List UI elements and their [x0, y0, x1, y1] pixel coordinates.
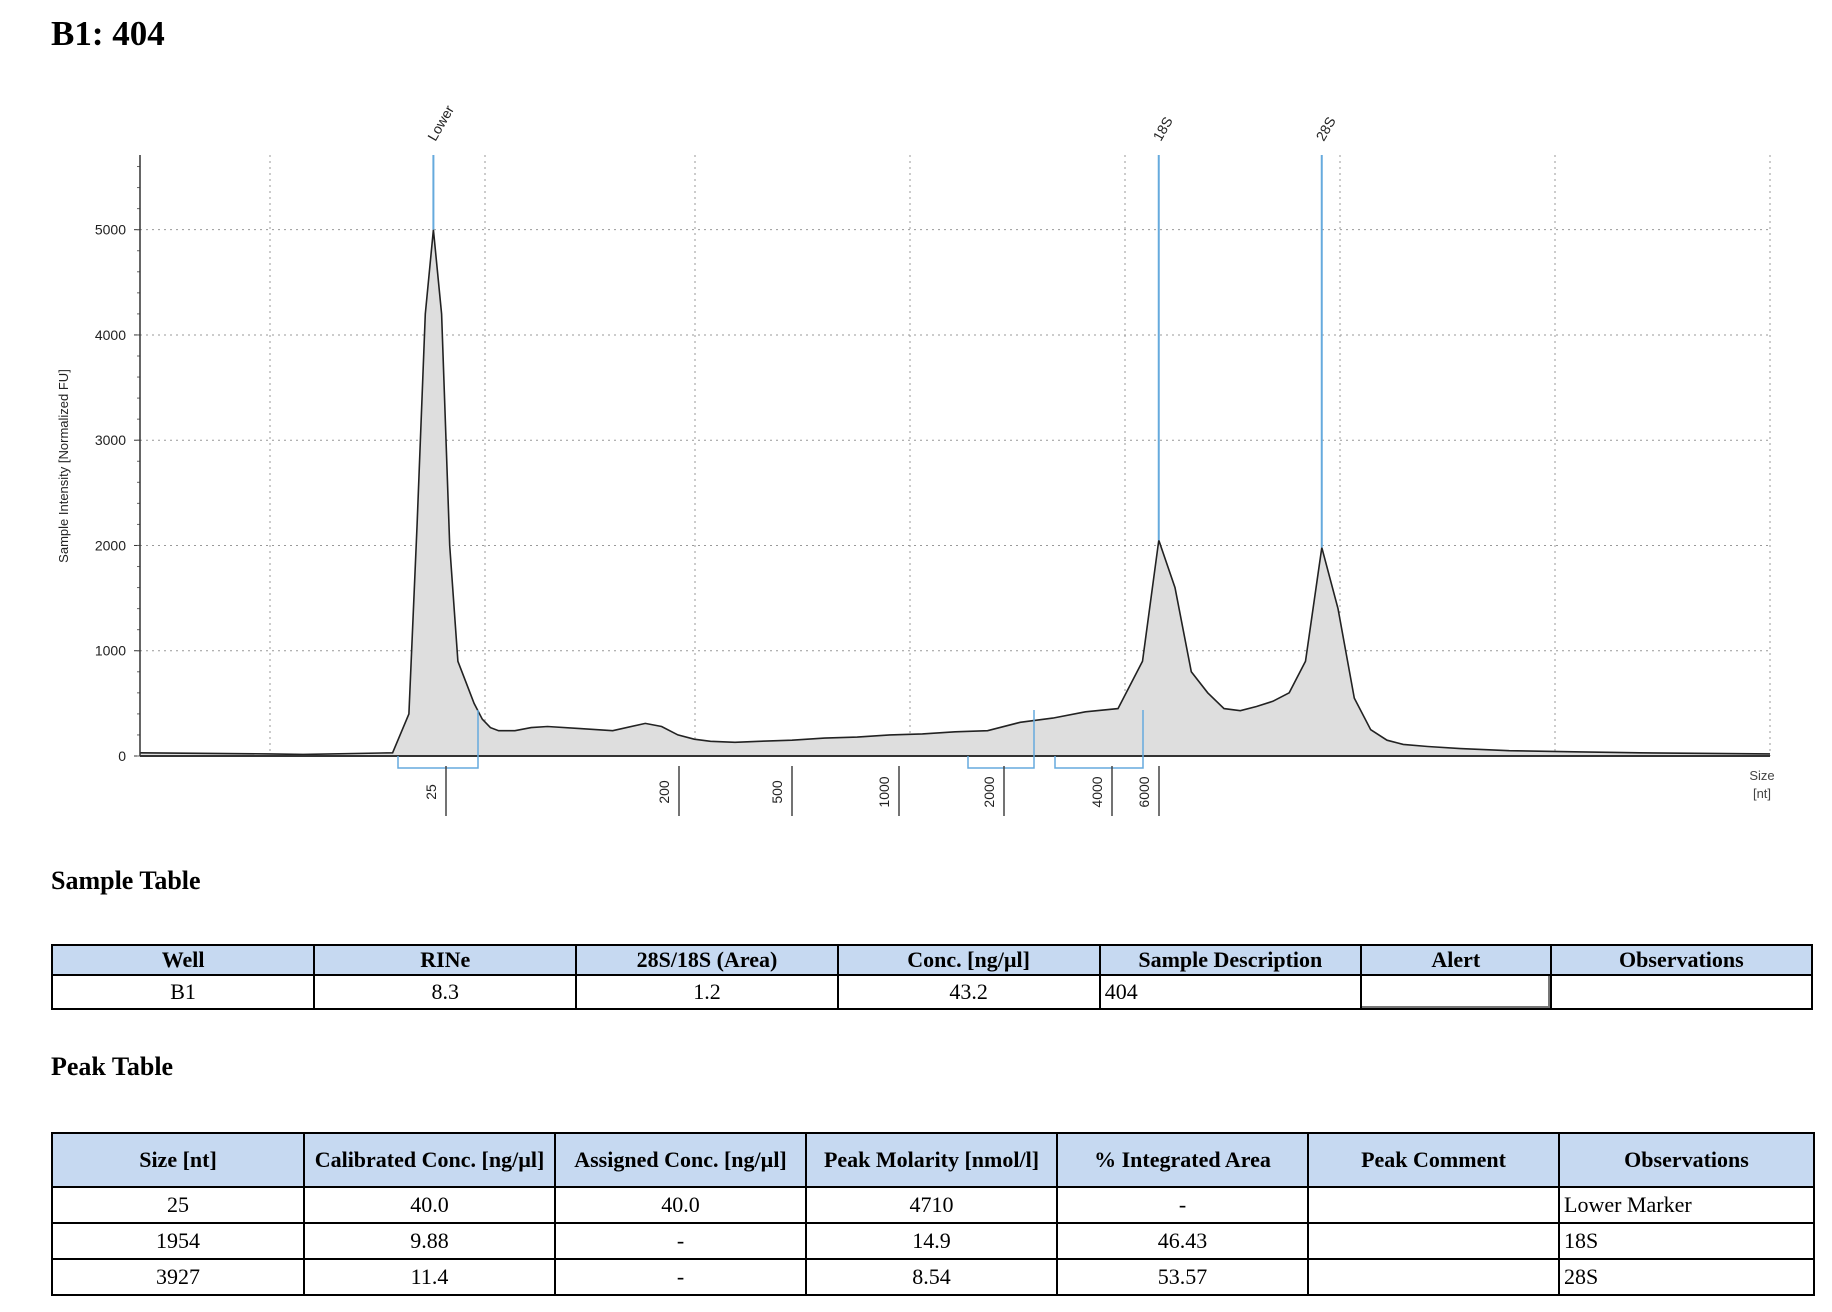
cell-alert	[1359, 974, 1552, 1010]
cell-peak-comment	[1307, 1258, 1560, 1296]
cell-integrated-area: 53.57	[1056, 1258, 1309, 1296]
y-tick-label: 2000	[95, 537, 126, 553]
cell-sample-description: 404	[1098, 974, 1362, 1010]
sample-table: Well RINe 28S/18S (Area) Conc. [ng/µl] S…	[50, 944, 1814, 1010]
col-header-peak-molarity: Peak Molarity [nmol/l]	[805, 1132, 1058, 1188]
series-line	[139, 229, 1771, 756]
integration-bracket	[1054, 710, 1144, 769]
integration-bracket	[967, 710, 1035, 769]
table-row: 3927 11.4 - 8.54 53.57 28S	[51, 1258, 1815, 1296]
x-tick-label: 500	[769, 780, 785, 804]
cell-peak-observations: 28S	[1558, 1258, 1815, 1296]
col-header-peak-comment: Peak Comment	[1307, 1132, 1560, 1188]
x-tick-label: 6000	[1136, 776, 1152, 807]
cell-assigned-conc: -	[554, 1258, 807, 1296]
col-header-ratio: 28S/18S (Area)	[575, 944, 839, 976]
cell-assigned-conc: 40.0	[554, 1186, 807, 1224]
page-title: B1: 404	[51, 14, 165, 53]
cell-well: B1	[50, 974, 316, 1010]
x-tick-label: 4000	[1089, 776, 1105, 807]
cell-peak-molarity: 8.54	[805, 1258, 1058, 1296]
cell-calibrated-conc: 9.88	[303, 1222, 556, 1260]
x-axis-label: [nt]	[1753, 786, 1771, 801]
col-header-assigned-conc: Assigned Conc. [ng/µl]	[554, 1132, 807, 1188]
col-header-conc: Conc. [ng/µl]	[836, 944, 1101, 976]
peak-table-heading: Peak Table	[51, 1052, 174, 1081]
cell-size: 25	[51, 1186, 305, 1224]
series-area	[140, 229, 1770, 756]
table-row: 1954 9.88 - 14.9 46.43 18S	[51, 1222, 1815, 1260]
integration-bracket	[397, 710, 479, 769]
y-axis-label: Sample Intensity [Normalized FU]	[56, 369, 71, 563]
cell-size: 1954	[51, 1222, 305, 1260]
y-tick-label: 5000	[95, 222, 126, 238]
peak-table-header-row: Size [nt] Calibrated Conc. [ng/µl] Assig…	[51, 1132, 1815, 1188]
col-header-well: Well	[50, 944, 316, 976]
y-tick-label: 1000	[95, 643, 126, 659]
x-tick-label: 25	[423, 784, 439, 800]
cell-assigned-conc: -	[554, 1222, 807, 1260]
peak-label: 28S	[1312, 114, 1338, 144]
cell-peak-molarity: 4710	[805, 1186, 1058, 1224]
table-row: B1 8.3 1.2 43.2 404	[50, 974, 1814, 1010]
cell-peak-molarity: 14.9	[805, 1222, 1058, 1260]
peak-label: 18S	[1149, 114, 1175, 144]
electropherogram-chart: 0 1000 2000 3000 4000 5000 Sample Intensity [N…	[56, 102, 1775, 816]
col-header-size: Size [nt]	[51, 1132, 305, 1188]
cell-peak-observations: 18S	[1558, 1222, 1815, 1260]
cell-peak-comment	[1307, 1222, 1560, 1260]
col-header-calibrated-conc: Calibrated Conc. [ng/µl]	[303, 1132, 556, 1188]
y-tick-label: 0	[118, 748, 126, 764]
cell-observations	[1549, 974, 1814, 1010]
col-header-peak-observations: Observations	[1558, 1132, 1815, 1188]
cell-ratio: 1.2	[575, 974, 839, 1010]
peak-table: Size [nt] Calibrated Conc. [ng/µl] Assig…	[51, 1132, 1815, 1296]
table-row: 25 40.0 40.0 4710 - Lower Marker	[51, 1186, 1815, 1224]
cell-peak-comment	[1307, 1186, 1560, 1224]
col-header-integrated-area: % Integrated Area	[1056, 1132, 1309, 1188]
y-tick-label: 4000	[95, 327, 126, 343]
col-header-sample-description: Sample Description	[1098, 944, 1362, 976]
x-axis-label: Size	[1749, 768, 1774, 783]
cell-peak-observations: Lower Marker	[1558, 1186, 1815, 1224]
sample-table-header-row: Well RINe 28S/18S (Area) Conc. [ng/µl] S…	[50, 944, 1814, 976]
cell-calibrated-conc: 11.4	[303, 1258, 556, 1296]
cell-calibrated-conc: 40.0	[303, 1186, 556, 1224]
x-tick-label: 200	[656, 780, 672, 804]
cell-integrated-area: 46.43	[1056, 1222, 1309, 1260]
cell-size: 3927	[51, 1258, 305, 1296]
x-tick-label: 1000	[876, 776, 892, 807]
col-header-alert: Alert	[1359, 944, 1552, 976]
cell-rine: 8.3	[313, 974, 578, 1010]
sample-table-heading: Sample Table	[51, 866, 201, 895]
x-tick-label: 2000	[981, 776, 997, 807]
cell-integrated-area: -	[1056, 1186, 1309, 1224]
col-header-rine: RINe	[313, 944, 578, 976]
peak-label: Lower	[424, 102, 457, 143]
col-header-observations: Observations	[1549, 944, 1814, 976]
y-tick-label: 3000	[95, 432, 126, 448]
cell-conc: 43.2	[836, 974, 1101, 1010]
